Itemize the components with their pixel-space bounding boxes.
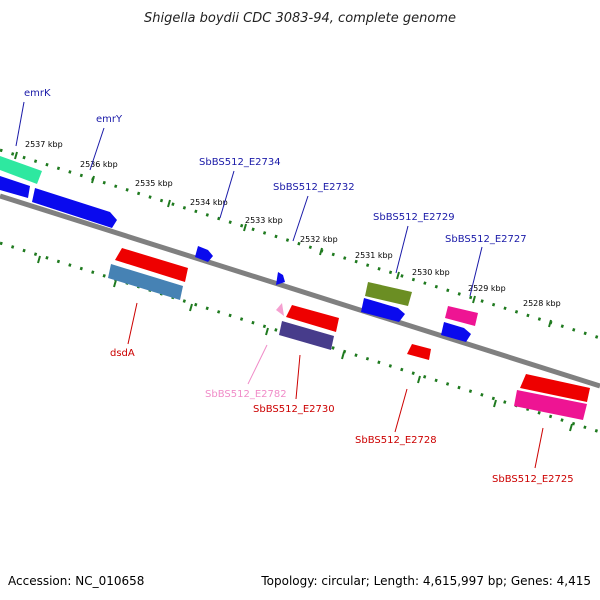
tick-mark bbox=[341, 351, 345, 360]
tick-mark bbox=[91, 175, 95, 184]
gene-label-e2730[interactable]: SbBS512_E2730 bbox=[253, 404, 335, 415]
tick-label: 2530 kbp bbox=[412, 268, 450, 277]
leader-line bbox=[89, 127, 105, 171]
genome-backbone bbox=[0, 193, 600, 389]
tick-label: 2537 kbp bbox=[25, 140, 63, 149]
gene-emrk-bar[interactable] bbox=[0, 156, 42, 184]
leader-line bbox=[247, 344, 268, 385]
gene-label-e2782[interactable]: SbBS512_E2782 bbox=[205, 389, 287, 400]
tick-mark bbox=[472, 295, 476, 304]
gene-label-e2725[interactable]: SbBS512_E2725 bbox=[492, 474, 574, 485]
tick-label: 2533 kbp bbox=[245, 216, 283, 225]
leader-line bbox=[534, 427, 544, 469]
gene-label-e2728[interactable]: SbBS512_E2728 bbox=[355, 435, 437, 446]
leader-line bbox=[292, 195, 309, 242]
leader-lines bbox=[15, 101, 544, 469]
gene-e2727-bar[interactable] bbox=[445, 306, 478, 326]
gene-dsda-bar[interactable] bbox=[108, 264, 183, 300]
leader-line bbox=[395, 225, 409, 274]
tick-mark bbox=[113, 279, 117, 288]
gene-label-dsda[interactable]: dsdA bbox=[110, 348, 135, 359]
gene-label-e2732[interactable]: SbBS512_E2732 bbox=[273, 182, 355, 193]
gene-e2782-bar[interactable] bbox=[276, 303, 284, 316]
upper-guide-dots bbox=[0, 148, 600, 340]
leader-line bbox=[295, 354, 301, 400]
tick-mark bbox=[319, 247, 323, 256]
gene-emry-bar[interactable] bbox=[0, 176, 30, 198]
gene-e2732-bar[interactable] bbox=[276, 272, 285, 285]
leader-line bbox=[219, 170, 235, 219]
tick-label: 2532 kbp bbox=[300, 235, 338, 244]
gene-blue-bar[interactable] bbox=[361, 298, 405, 322]
leader-line bbox=[469, 246, 483, 297]
gene-blue-bar[interactable] bbox=[32, 188, 117, 228]
tick-mark bbox=[265, 327, 269, 336]
tick-mark bbox=[167, 199, 171, 208]
tick-label: 2531 kbp bbox=[355, 251, 393, 260]
tick-mark bbox=[14, 151, 18, 160]
tick-mark bbox=[37, 255, 41, 264]
gene-label-e2729[interactable]: SbBS512_E2729 bbox=[373, 212, 455, 223]
gene-label-emry[interactable]: emrY bbox=[96, 114, 123, 125]
gene-red-bar[interactable] bbox=[520, 374, 590, 402]
tick-label: 2529 kbp bbox=[468, 284, 506, 293]
tick-mark bbox=[396, 271, 400, 280]
map-title: Shigella boydii CDC 3083-94, complete ge… bbox=[144, 11, 456, 26]
gene-red-bar[interactable] bbox=[115, 248, 188, 282]
leader-line bbox=[127, 302, 138, 345]
accession-text: Accession: NC_010658 bbox=[8, 574, 144, 588]
gene-label-emrk[interactable]: emrK bbox=[24, 88, 51, 99]
gene-label-e2727[interactable]: SbBS512_E2727 bbox=[445, 234, 527, 245]
tick-label: 2534 kbp bbox=[190, 198, 228, 207]
tick-label: 2528 kbp bbox=[523, 299, 561, 308]
gene-e2730-bar[interactable] bbox=[286, 305, 339, 332]
gene-e2725-bar[interactable] bbox=[514, 390, 587, 420]
genome-summary-text: Topology: circular; Length: 4,615,997 bp… bbox=[260, 574, 591, 588]
gene-purple-bar[interactable] bbox=[279, 321, 334, 350]
gene-e2734-bar[interactable] bbox=[195, 246, 213, 262]
tick-mark bbox=[493, 399, 497, 408]
tick-mark bbox=[569, 423, 573, 432]
tick-label: 2535 kbp bbox=[135, 179, 173, 188]
tick-mark bbox=[548, 319, 552, 328]
tick-label: 2536 kbp bbox=[80, 160, 118, 169]
gene-e2728-bar[interactable] bbox=[407, 344, 431, 360]
leader-line bbox=[394, 388, 408, 433]
gene-blue-bar[interactable] bbox=[441, 322, 471, 342]
gene-label-e2734[interactable]: SbBS512_E2734 bbox=[199, 157, 281, 168]
leader-line bbox=[15, 101, 25, 147]
tick-mark bbox=[189, 303, 193, 312]
tick-mark bbox=[417, 375, 421, 384]
gene-e2729-bar[interactable] bbox=[365, 282, 412, 306]
tick-marks bbox=[14, 151, 573, 432]
tick-mark bbox=[243, 223, 247, 232]
